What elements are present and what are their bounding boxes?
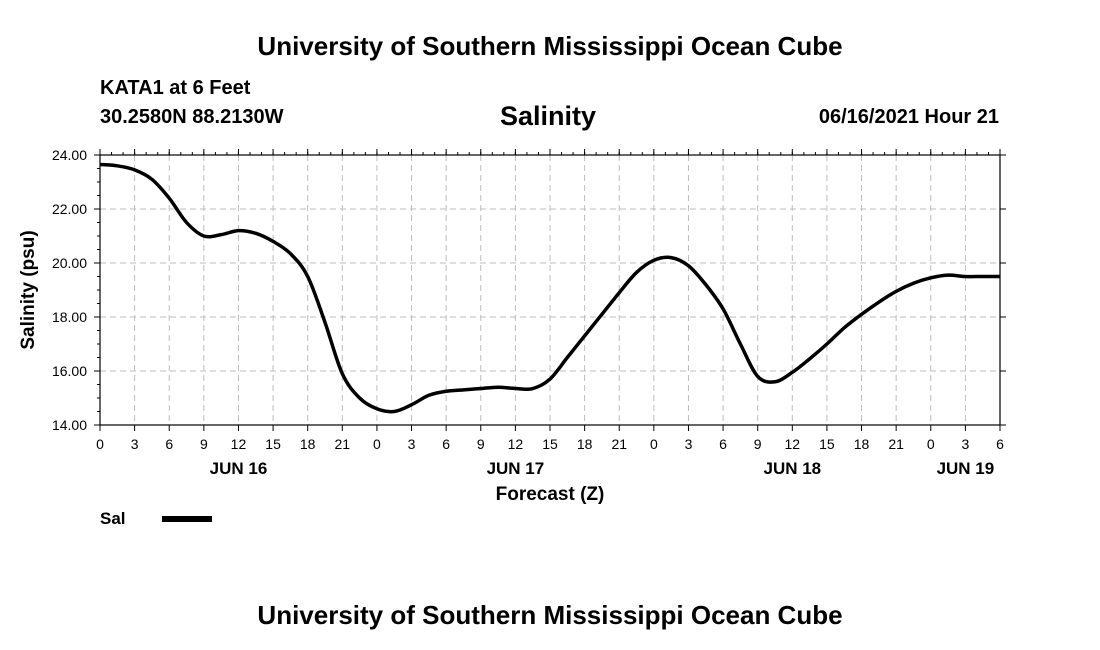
x-tick-label: 6 [719, 436, 727, 452]
plot-frame [99, 154, 1001, 426]
station-coords: 30.2580N 88.2130W [100, 106, 284, 128]
x-tick-label: 9 [200, 436, 208, 452]
x-tick-label: 12 [785, 436, 801, 452]
forecast-datetime: 06/16/2021 Hour 21 [818, 106, 999, 128]
y-tick-label: 16.00 [52, 363, 87, 379]
x-tick-label: 15 [265, 436, 281, 452]
x-tick-label: 18 [300, 436, 316, 452]
x-tick-label: 0 [373, 436, 381, 452]
x-tick-label: 0 [96, 436, 104, 452]
x-tick-label: 6 [442, 436, 450, 452]
y-tick-label: 24.00 [52, 147, 87, 163]
x-tick-label: 18 [854, 436, 870, 452]
header-title: University of Southern Mississippi Ocean… [257, 31, 843, 61]
x-tick-label: 12 [231, 436, 247, 452]
y-axis-label: Salinity (psu) [18, 230, 39, 349]
x-tick-label: 18 [577, 436, 593, 452]
x-tick-label: 3 [131, 436, 139, 452]
x-tick-label: 12 [508, 436, 524, 452]
y-tick-label: 14.00 [52, 417, 87, 433]
day-label: JUN 18 [763, 459, 821, 478]
footer-title: University of Southern Mississippi Ocean… [257, 600, 843, 630]
day-label: JUN 19 [937, 459, 995, 478]
legend-swatch-sal [162, 516, 212, 522]
x-tick-label: 21 [335, 436, 351, 452]
day-label: JUN 17 [487, 459, 545, 478]
x-axis-label: Forecast (Z) [496, 484, 605, 505]
x-tick-label: 21 [611, 436, 627, 452]
x-tick-label: 9 [477, 436, 485, 452]
x-tick-label: 6 [996, 436, 1004, 452]
x-tick-label: 15 [542, 436, 558, 452]
y-tick-label: 20.00 [52, 255, 87, 271]
x-tick-label: 0 [927, 436, 935, 452]
x-tick-label: 21 [888, 436, 904, 452]
chart-title: Salinity [500, 101, 597, 131]
legend-label-sal: Sal [100, 509, 126, 528]
station-name: KATA1 at 6 Feet [100, 77, 251, 99]
x-tick-label: 15 [819, 436, 835, 452]
x-tick-label: 3 [685, 436, 693, 452]
x-tick-label: 3 [408, 436, 416, 452]
x-tick-label: 9 [754, 436, 762, 452]
x-tick-label: 0 [650, 436, 658, 452]
y-tick-label: 18.00 [52, 309, 87, 325]
x-tick-label: 6 [165, 436, 173, 452]
y-tick-label: 22.00 [52, 201, 87, 217]
x-tick-label: 3 [961, 436, 969, 452]
day-label: JUN 16 [210, 459, 268, 478]
